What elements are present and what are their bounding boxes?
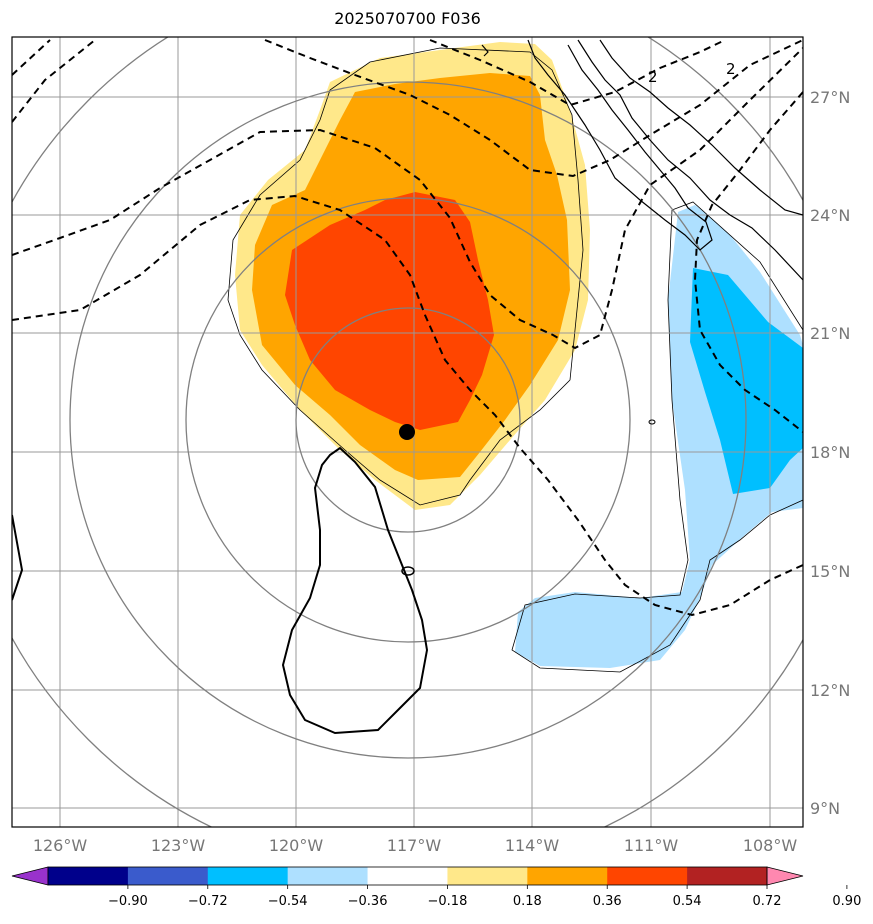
colorbar: −0.90 −0.72 −0.54 −0.36 −0.18 0.18 0.36 0.54 0.7… xyxy=(11,866,861,909)
colorbar-tick-label: −0.72 xyxy=(188,894,228,909)
coastline xyxy=(481,39,803,281)
colorbar-segment xyxy=(607,867,688,885)
lon-label: 117°W xyxy=(387,836,442,855)
lat-label: 12°N xyxy=(810,681,850,700)
colorbar-segment xyxy=(447,867,528,885)
colorbar-segment xyxy=(207,867,289,885)
colorbar-tick-label: 0.18 xyxy=(513,894,542,909)
colorbar-tick-label: −0.18 xyxy=(428,894,468,909)
map-title: 2025070700 F036 xyxy=(334,9,481,28)
colorbar-segment xyxy=(687,867,768,885)
colorbar-tick-label: 0.54 xyxy=(673,894,702,909)
contour-label: 2 xyxy=(648,68,658,86)
colorbar-extend-high xyxy=(766,866,804,886)
positive-anomaly-region-high xyxy=(285,192,494,430)
lat-label: 18°N xyxy=(810,443,850,462)
colorbar-extend-low xyxy=(11,866,49,886)
colorbar-segment xyxy=(527,867,608,885)
lon-label: 114°W xyxy=(505,836,560,855)
lat-label: 9°N xyxy=(810,799,840,818)
lat-label: 21°N xyxy=(810,324,850,343)
lat-label: 24°N xyxy=(810,206,850,225)
lon-label: 126°W xyxy=(33,836,88,855)
colorbar-tick-label: 0.90 xyxy=(832,894,861,909)
longitude-labels: 126°W 123°W 120°W 117°W 114°W 111°W 108°… xyxy=(33,836,798,855)
graticule xyxy=(12,37,803,827)
colorbar-segment xyxy=(48,867,129,885)
dashed-contours xyxy=(12,39,803,617)
storm-center-marker xyxy=(399,424,415,440)
lat-label: 15°N xyxy=(810,562,850,581)
lon-label: 123°W xyxy=(151,836,206,855)
colorbar-tick-label: 0.36 xyxy=(593,894,622,909)
map-plot-area: 2 2 xyxy=(12,37,803,827)
lon-label: 120°W xyxy=(269,836,324,855)
map-frame xyxy=(11,36,804,828)
colorbar-tick-label: −0.36 xyxy=(348,894,388,909)
colorbar-tick-label: −0.54 xyxy=(268,894,308,909)
zero-contour xyxy=(281,446,429,735)
lon-label: 108°W xyxy=(743,836,798,855)
colorbar-segment xyxy=(127,867,209,885)
contour-label: 2 xyxy=(726,60,736,78)
colorbar-tick-label: −0.90 xyxy=(108,894,148,909)
range-rings xyxy=(12,37,803,827)
colorbar-segment xyxy=(367,867,448,885)
colorbar-segment xyxy=(287,867,369,885)
lon-label: 111°W xyxy=(624,836,679,855)
strong-negative-anomaly-region xyxy=(690,268,803,494)
colorbar-tick-label: 0.72 xyxy=(753,894,782,909)
lat-label: 27°N xyxy=(810,88,850,107)
latitude-labels: 27°N 24°N 21°N 18°N 15°N 12°N 9°N xyxy=(810,88,850,818)
